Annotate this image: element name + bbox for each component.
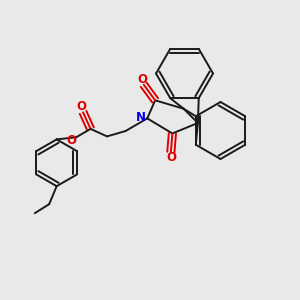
Text: N: N: [136, 111, 146, 124]
Text: O: O: [137, 73, 147, 86]
Text: O: O: [67, 134, 77, 147]
Text: O: O: [76, 100, 87, 113]
Text: O: O: [167, 151, 176, 164]
